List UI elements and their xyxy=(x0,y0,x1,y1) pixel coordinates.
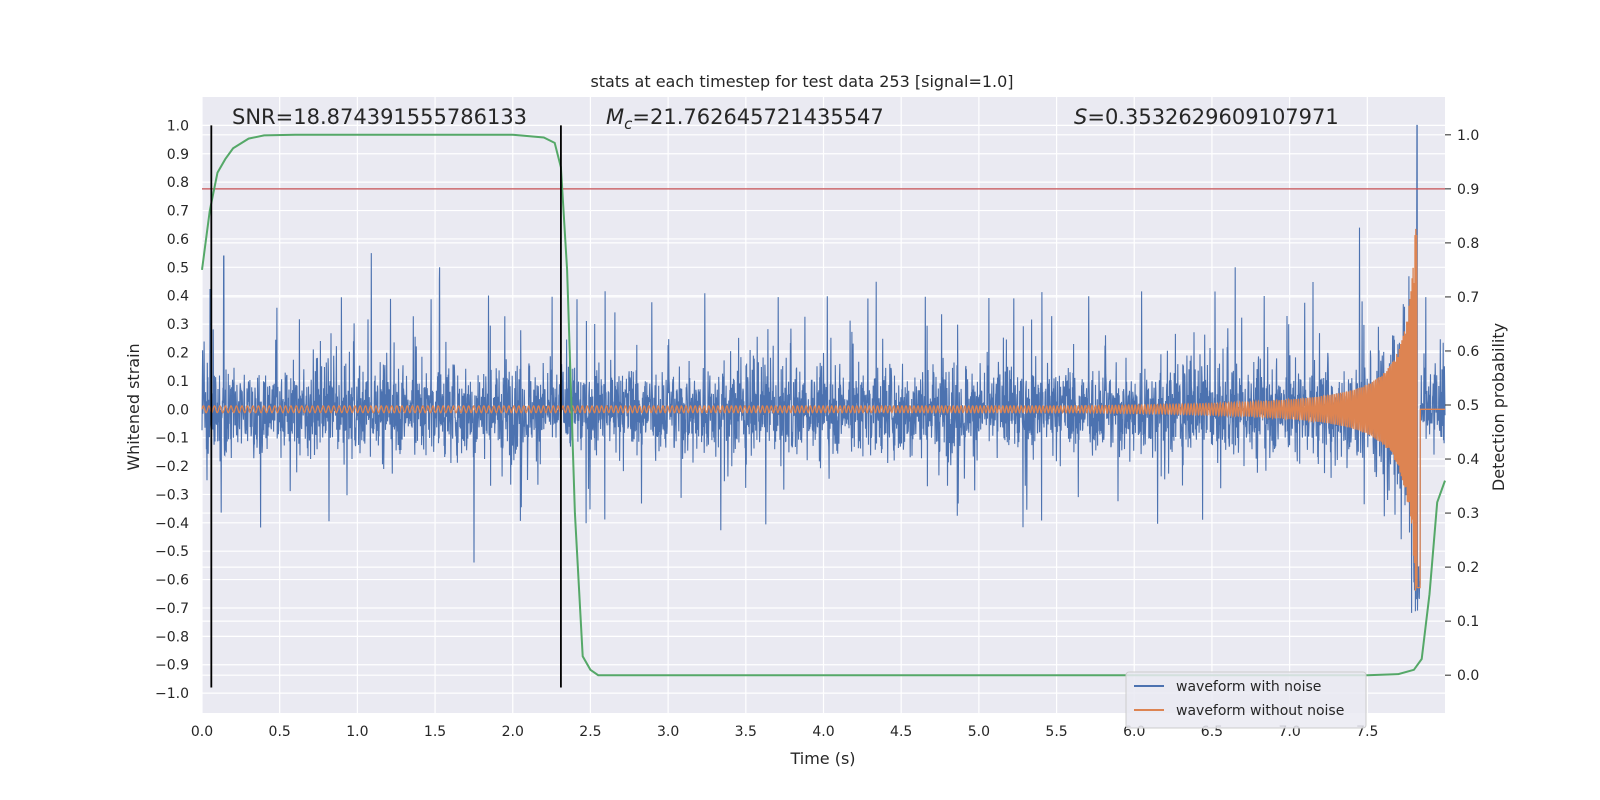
y-tick-label: −0.1 xyxy=(155,431,189,447)
x-tick-label: 0.0 xyxy=(191,724,213,740)
x-tick-label: 2.5 xyxy=(579,724,601,740)
y2-axis-label: Detection probability xyxy=(1489,323,1508,491)
y2-tick-label: 0.5 xyxy=(1457,398,1479,414)
x-tick-label: 0.5 xyxy=(269,724,291,740)
x-tick-label: 3.0 xyxy=(657,724,679,740)
mc-annotation: Mc=21.762645721435547 xyxy=(606,105,884,133)
y2-tick-label: 0.1 xyxy=(1457,614,1479,630)
y2-tick-label: 0.8 xyxy=(1457,236,1479,252)
x-tick-label: 2.0 xyxy=(502,724,524,740)
chart-title: stats at each timestep for test data 253… xyxy=(590,72,1013,91)
y2-tick-label: 0.0 xyxy=(1457,668,1479,684)
x-tick-label: 5.5 xyxy=(1045,724,1067,740)
y2-tick-label: 0.3 xyxy=(1457,506,1479,522)
legend-label-clean: waveform without noise xyxy=(1176,703,1344,719)
y-tick-label: −0.8 xyxy=(155,629,189,645)
y-tick-label: 0.6 xyxy=(167,232,189,248)
y2-tick-label: 0.2 xyxy=(1457,560,1479,576)
x-tick-label: 1.0 xyxy=(346,724,368,740)
y2-tick-label: 1.0 xyxy=(1457,128,1479,144)
series-line-detection-probability xyxy=(201,133,1446,677)
y-tick-label: 0.4 xyxy=(167,289,189,305)
s-annotation: S=0.3532629609107971 xyxy=(1074,105,1339,129)
legend: waveform with noise waveform without noi… xyxy=(1125,671,1367,729)
legend-box xyxy=(1125,671,1367,729)
x-tick-label: 4.5 xyxy=(890,724,912,740)
snr-annotation: SNR=18.874391555786133 xyxy=(232,105,527,129)
y-tick-label: −0.4 xyxy=(155,516,189,532)
x-tick-label: 1.5 xyxy=(424,724,446,740)
y2-tick-label: 0.9 xyxy=(1457,182,1479,198)
y-axis-label: Whitened strain xyxy=(124,343,143,470)
y-tick-label: 0.3 xyxy=(167,317,189,333)
x-tick-label: 3.5 xyxy=(735,724,757,740)
y-tick-label: 0.9 xyxy=(167,147,189,163)
y-tick-label: 1.0 xyxy=(167,118,189,134)
y2-tick-label: 0.7 xyxy=(1457,290,1479,306)
y2-tick-label: 0.4 xyxy=(1457,452,1479,468)
y-tick-label: 0.0 xyxy=(167,402,189,418)
y-tick-label: −0.7 xyxy=(155,601,189,617)
series-line-clean-waveform xyxy=(201,228,1445,591)
y-tick-label: −0.9 xyxy=(155,658,189,674)
x-tick-label: 5.0 xyxy=(968,724,990,740)
x-tick-label: 4.0 xyxy=(812,724,834,740)
y-tick-label: 0.1 xyxy=(167,374,189,390)
y-tick-label: 0.5 xyxy=(167,260,189,276)
y-tick-label: −0.2 xyxy=(155,459,189,475)
legend-label-noise: waveform with noise xyxy=(1176,679,1321,695)
y-tick-label: −1.0 xyxy=(155,686,189,702)
y-tick-label: −0.6 xyxy=(155,573,189,589)
y2-tick-label: 0.6 xyxy=(1457,344,1479,360)
y-tick-label: 0.8 xyxy=(167,175,189,191)
x-axis-label: Time (s) xyxy=(789,749,855,768)
y-tick-label: −0.5 xyxy=(155,544,189,560)
series-line-noisy-waveform xyxy=(201,124,1446,613)
y-tick-label: 0.7 xyxy=(167,204,189,220)
y-tick-label: 0.2 xyxy=(167,345,189,361)
y-tick-label: −0.3 xyxy=(155,487,189,503)
